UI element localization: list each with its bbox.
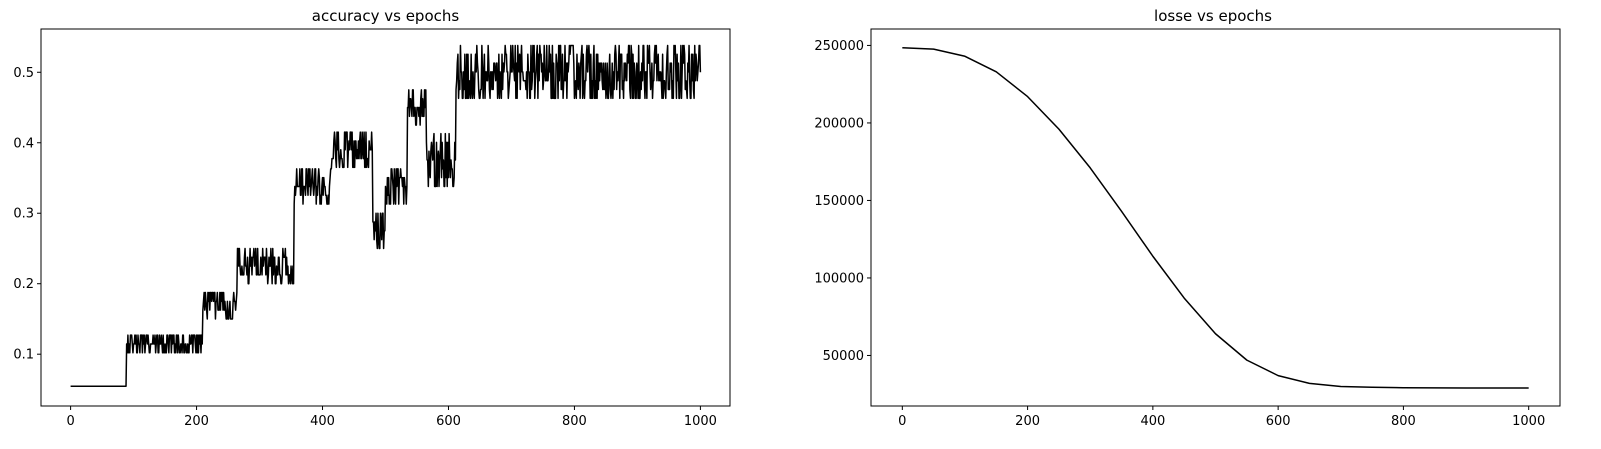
accuracy-x-tick-label: 400 (310, 414, 335, 429)
loss-y-tick-label: 50000 (823, 349, 864, 364)
accuracy-y-tick-label: 0.4 (13, 136, 34, 151)
accuracy-chart-ticks: 0 200 400 600 800 1000 0.1 0.2 0.3 0.4 0.5 (13, 66, 717, 429)
loss-x-tick-label: 1000 (1512, 414, 1545, 429)
accuracy-x-tick-label: 1000 (684, 414, 717, 429)
loss-chart-title: losse vs epochs (1154, 7, 1272, 25)
accuracy-y-tick-label: 0.2 (13, 277, 34, 292)
loss-x-tick-label: 400 (1140, 414, 1165, 429)
accuracy-chart: accuracy vs epochs 0 200 400 600 800 10000.10… (13, 7, 731, 429)
accuracy-x-tick-label: 200 (184, 414, 209, 429)
accuracy-x-tick-label: 800 (562, 414, 587, 429)
loss-chart-ticks: 0 200 400 600 800 1000 50000 100000 150000 200000… (814, 39, 1545, 429)
accuracy-x-tick-label: 0 (66, 414, 74, 429)
accuracy-y-tick-label: 0.1 (13, 348, 34, 363)
loss-x-tick-label: 600 (1266, 414, 1291, 429)
loss-y-tick-label: 200000 (814, 116, 864, 131)
accuracy-chart-axes (40, 28, 731, 407)
accuracy-chart-title: accuracy vs epochs (312, 7, 460, 25)
loss-x-tick-label: 800 (1391, 414, 1416, 429)
loss-y-tick-label: 150000 (814, 194, 864, 209)
loss-x-tick-label: 0 (898, 414, 906, 429)
loss-y-tick-label: 250000 (814, 39, 864, 54)
loss-y-tick-label: 100000 (814, 271, 864, 286)
accuracy-x-tick-label: 600 (436, 414, 461, 429)
loss-chart: losse vs epochs 0 200 400 600 800 1000 50000 10… (814, 7, 1561, 429)
accuracy-y-tick-label: 0.3 (13, 207, 34, 222)
loss-series-line (902, 47, 1529, 389)
accuracy-series-line (70, 44, 702, 388)
loss-x-tick-label: 200 (1015, 414, 1040, 429)
loss-chart-axes (870, 28, 1561, 407)
accuracy-y-tick-label: 0.5 (13, 66, 34, 81)
